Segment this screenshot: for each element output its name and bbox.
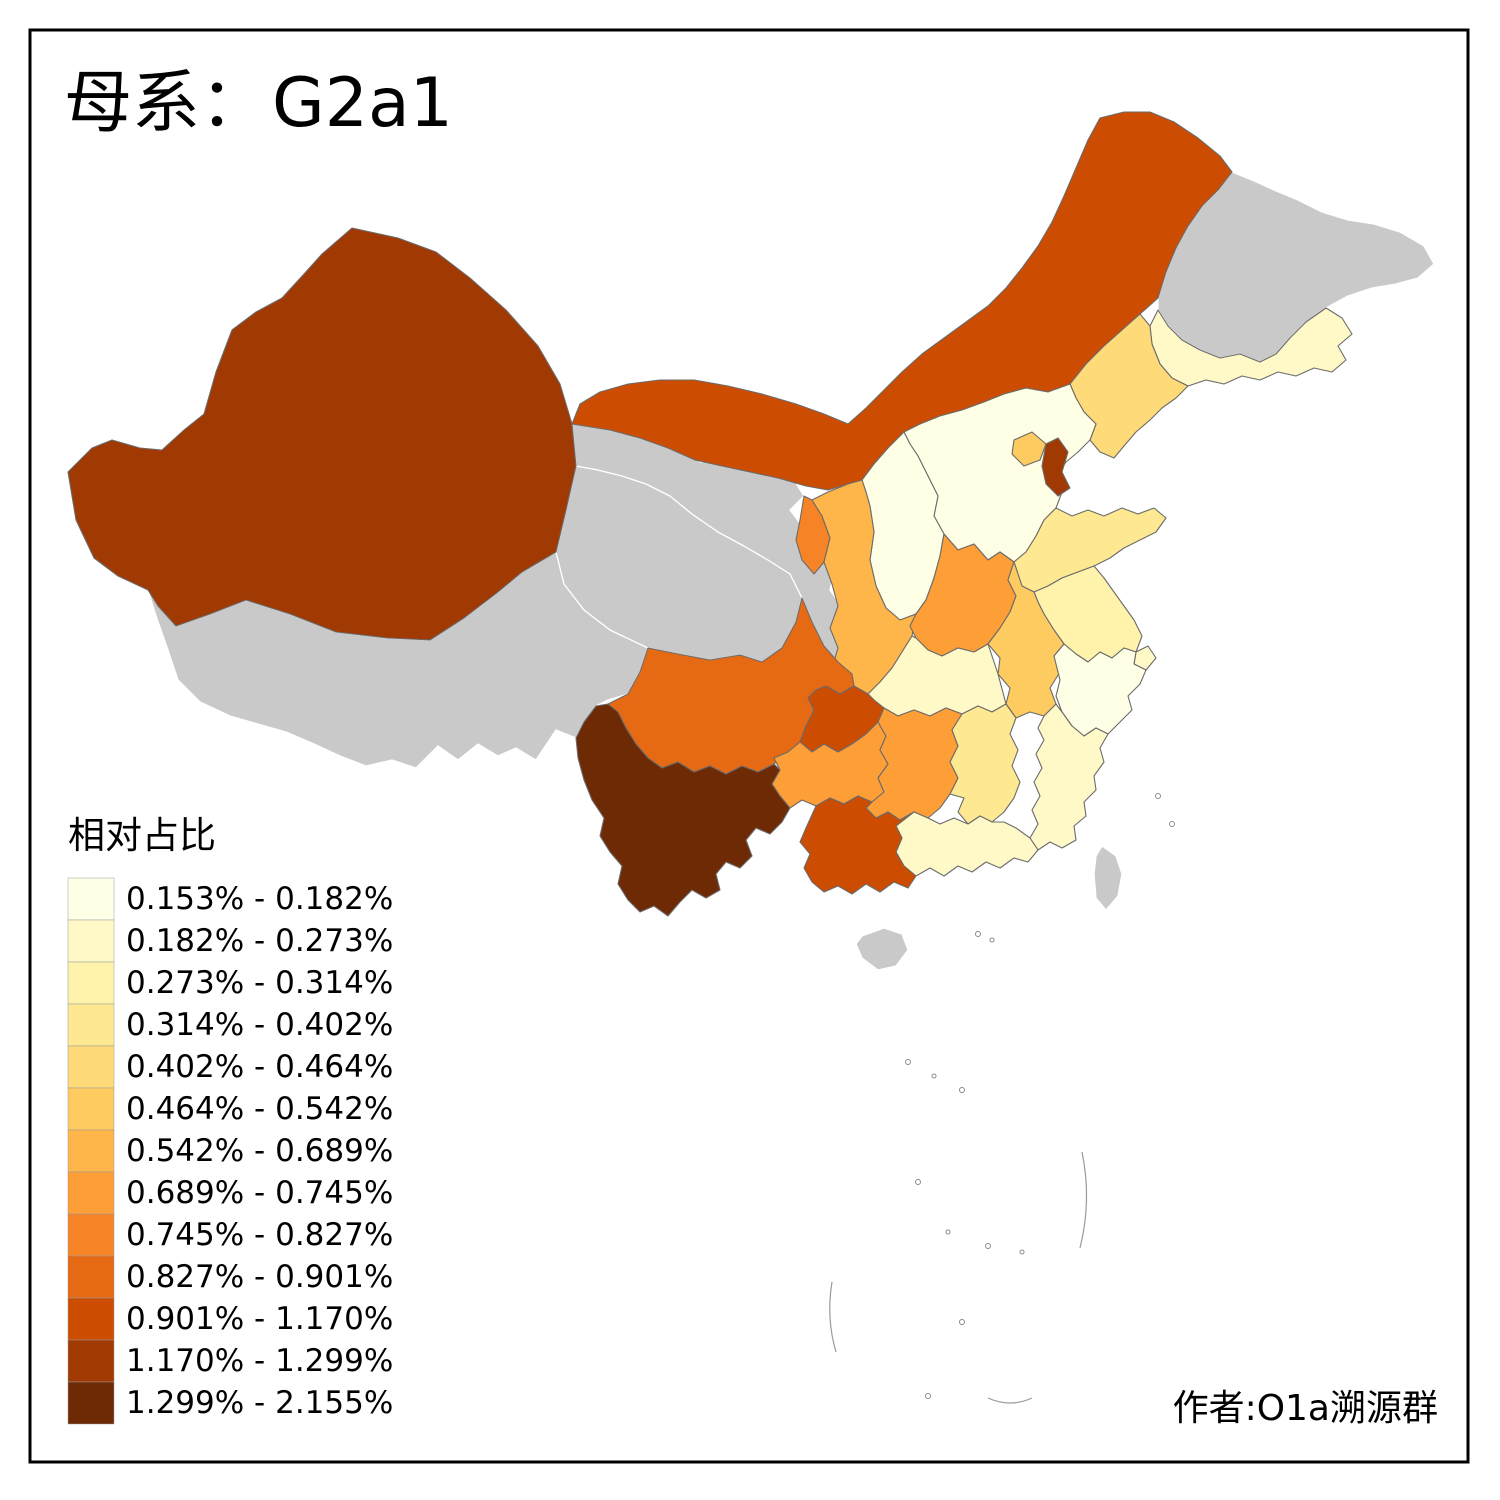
legend-swatch-6 [67, 1087, 115, 1131]
china-map [67, 111, 1435, 1404]
province-beijing [1011, 431, 1047, 467]
title-prefix: 母系： [64, 64, 268, 143]
legend-label-7: 0.542% - 0.689% [126, 1133, 393, 1169]
legend-swatch-7 [67, 1129, 115, 1173]
legend-title: 相对占比 [68, 814, 216, 857]
legend-label-13: 1.299% - 2.155% [126, 1385, 393, 1421]
legend-label-3: 0.273% - 0.314% [126, 965, 393, 1001]
legend-swatch-1 [67, 877, 115, 921]
legend-swatch-5 [67, 1045, 115, 1089]
legend-label-10: 0.827% - 0.901% [126, 1259, 393, 1295]
title-haplogroup: G2a1 [272, 64, 453, 143]
legend-swatch-8 [67, 1171, 115, 1215]
figure-frame [28, 28, 1470, 1464]
province-taiwan [1093, 845, 1123, 911]
legend-label-8: 0.689% - 0.745% [126, 1175, 393, 1211]
legend: 相对占比 0.153% - 0.182% 0.182% - 0.273% 0.2… [67, 814, 393, 1425]
legend-swatch-10 [67, 1255, 115, 1299]
south-china-sea-islands [829, 793, 1175, 1404]
legend-label-1: 0.153% - 0.182% [126, 881, 393, 917]
legend-swatch-3 [67, 961, 115, 1005]
legend-swatch-9 [67, 1213, 115, 1257]
figure-title: 母系： G2a1 [64, 64, 453, 143]
province-tianjin [1041, 437, 1071, 497]
legend-label-5: 0.402% - 0.464% [126, 1049, 393, 1085]
province-hainan [855, 927, 909, 971]
province-guangxi [799, 795, 917, 895]
legend-label-12: 1.170% - 1.299% [126, 1343, 393, 1379]
legend-swatch-4 [67, 1003, 115, 1047]
province-yunnan [575, 703, 791, 917]
legend-swatch-2 [67, 919, 115, 963]
province-xinjiang [67, 227, 577, 641]
legend-label-11: 0.901% - 1.170% [126, 1301, 393, 1337]
province-anhui [987, 561, 1065, 719]
attribution: 作者:O1a溯源群 [1173, 1388, 1438, 1429]
legend-swatch-12 [67, 1339, 115, 1383]
province-fujian [1029, 703, 1109, 851]
legend-swatch-13 [67, 1381, 115, 1425]
legend-label-6: 0.464% - 0.542% [126, 1091, 393, 1127]
province-jiangxi [949, 703, 1021, 825]
legend-label-2: 0.182% - 0.273% [126, 923, 393, 959]
legend-swatch-11 [67, 1297, 115, 1341]
legend-label-9: 0.745% - 0.827% [126, 1217, 393, 1253]
legend-label-4: 0.314% - 0.402% [126, 1007, 393, 1043]
